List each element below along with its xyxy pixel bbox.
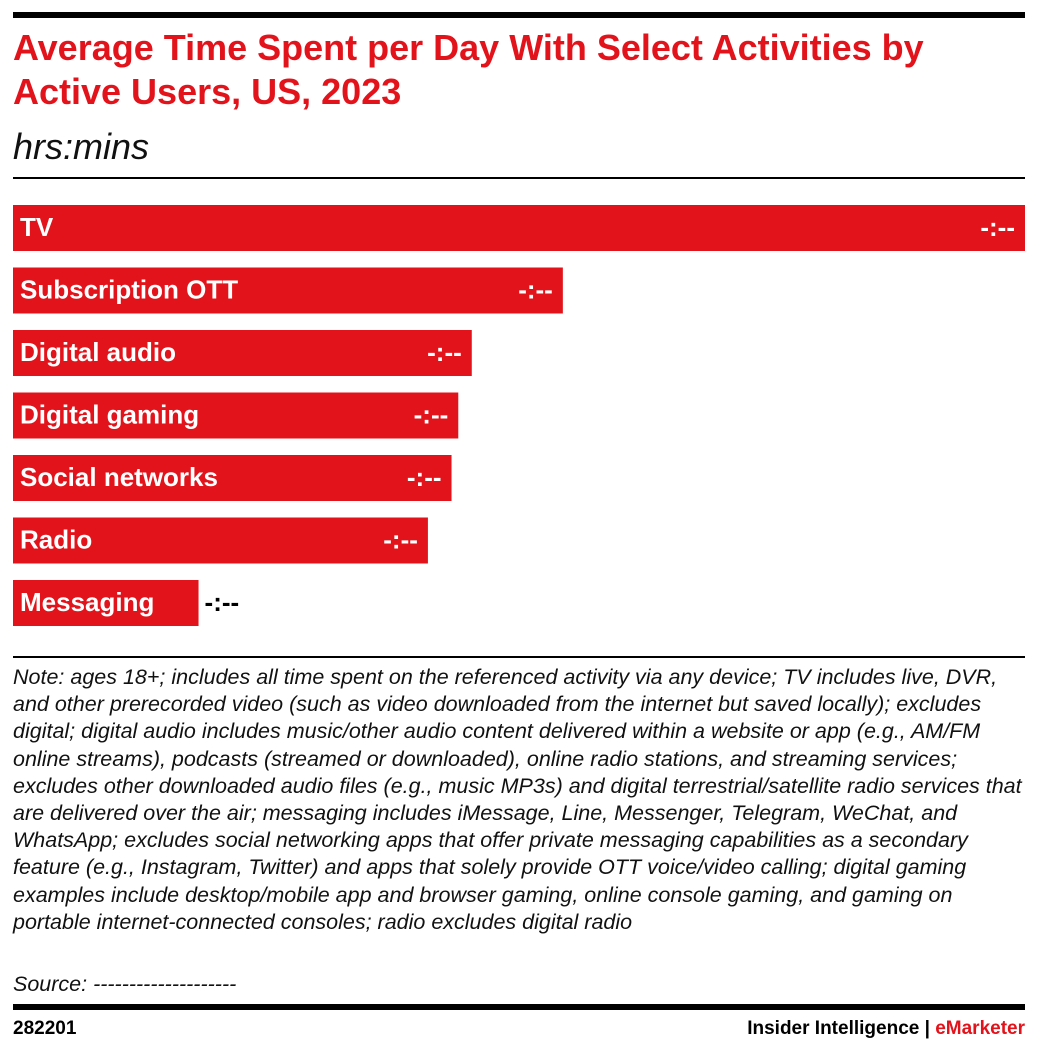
category-label: Messaging xyxy=(20,587,154,617)
footer-id: 282201 xyxy=(13,1018,77,1039)
category-label: TV xyxy=(20,212,54,242)
value-label: -:-- xyxy=(427,337,462,367)
header-rule xyxy=(13,177,1025,179)
category-label: Digital gaming xyxy=(20,399,199,429)
bar xyxy=(13,517,428,564)
category-label: Social networks xyxy=(20,462,218,492)
brand: Insider Intelligence xyxy=(747,1018,920,1039)
bar xyxy=(13,392,459,439)
brand-accent: eMarketer xyxy=(935,1018,1025,1039)
chart: TV -:-- Subscription OTT -:-- Digital audio -… xyxy=(13,205,1025,626)
top-rule xyxy=(13,12,1025,18)
value-label: -:-- xyxy=(980,212,1015,242)
value-label: -:-- xyxy=(407,462,442,492)
category-label: Digital audio xyxy=(20,337,176,367)
footer-brand: Insider Intelligence | eMarketer xyxy=(747,1018,1025,1040)
value-label: -:-- xyxy=(205,587,240,617)
bar xyxy=(13,330,472,376)
bar xyxy=(13,455,452,501)
value-label: -:-- xyxy=(383,524,418,554)
separator: | xyxy=(924,1018,930,1039)
bottom-rule xyxy=(13,1004,1025,1010)
category-label: Subscription OTT xyxy=(20,274,238,304)
chart-title: Average Time Spent per Day With Select A… xyxy=(13,27,924,112)
note-rule xyxy=(13,656,1025,658)
bar xyxy=(13,267,563,314)
value-label: -:-- xyxy=(414,399,449,429)
chart-subtitle: hrs:mins xyxy=(13,126,150,167)
bar xyxy=(13,580,199,626)
category-label: Radio xyxy=(20,524,92,554)
note: Note: ages 18+; includes all time spent … xyxy=(13,665,1022,934)
source: Source: -------------------- xyxy=(13,972,237,996)
bar xyxy=(13,205,1025,251)
value-label: -:-- xyxy=(518,274,553,304)
